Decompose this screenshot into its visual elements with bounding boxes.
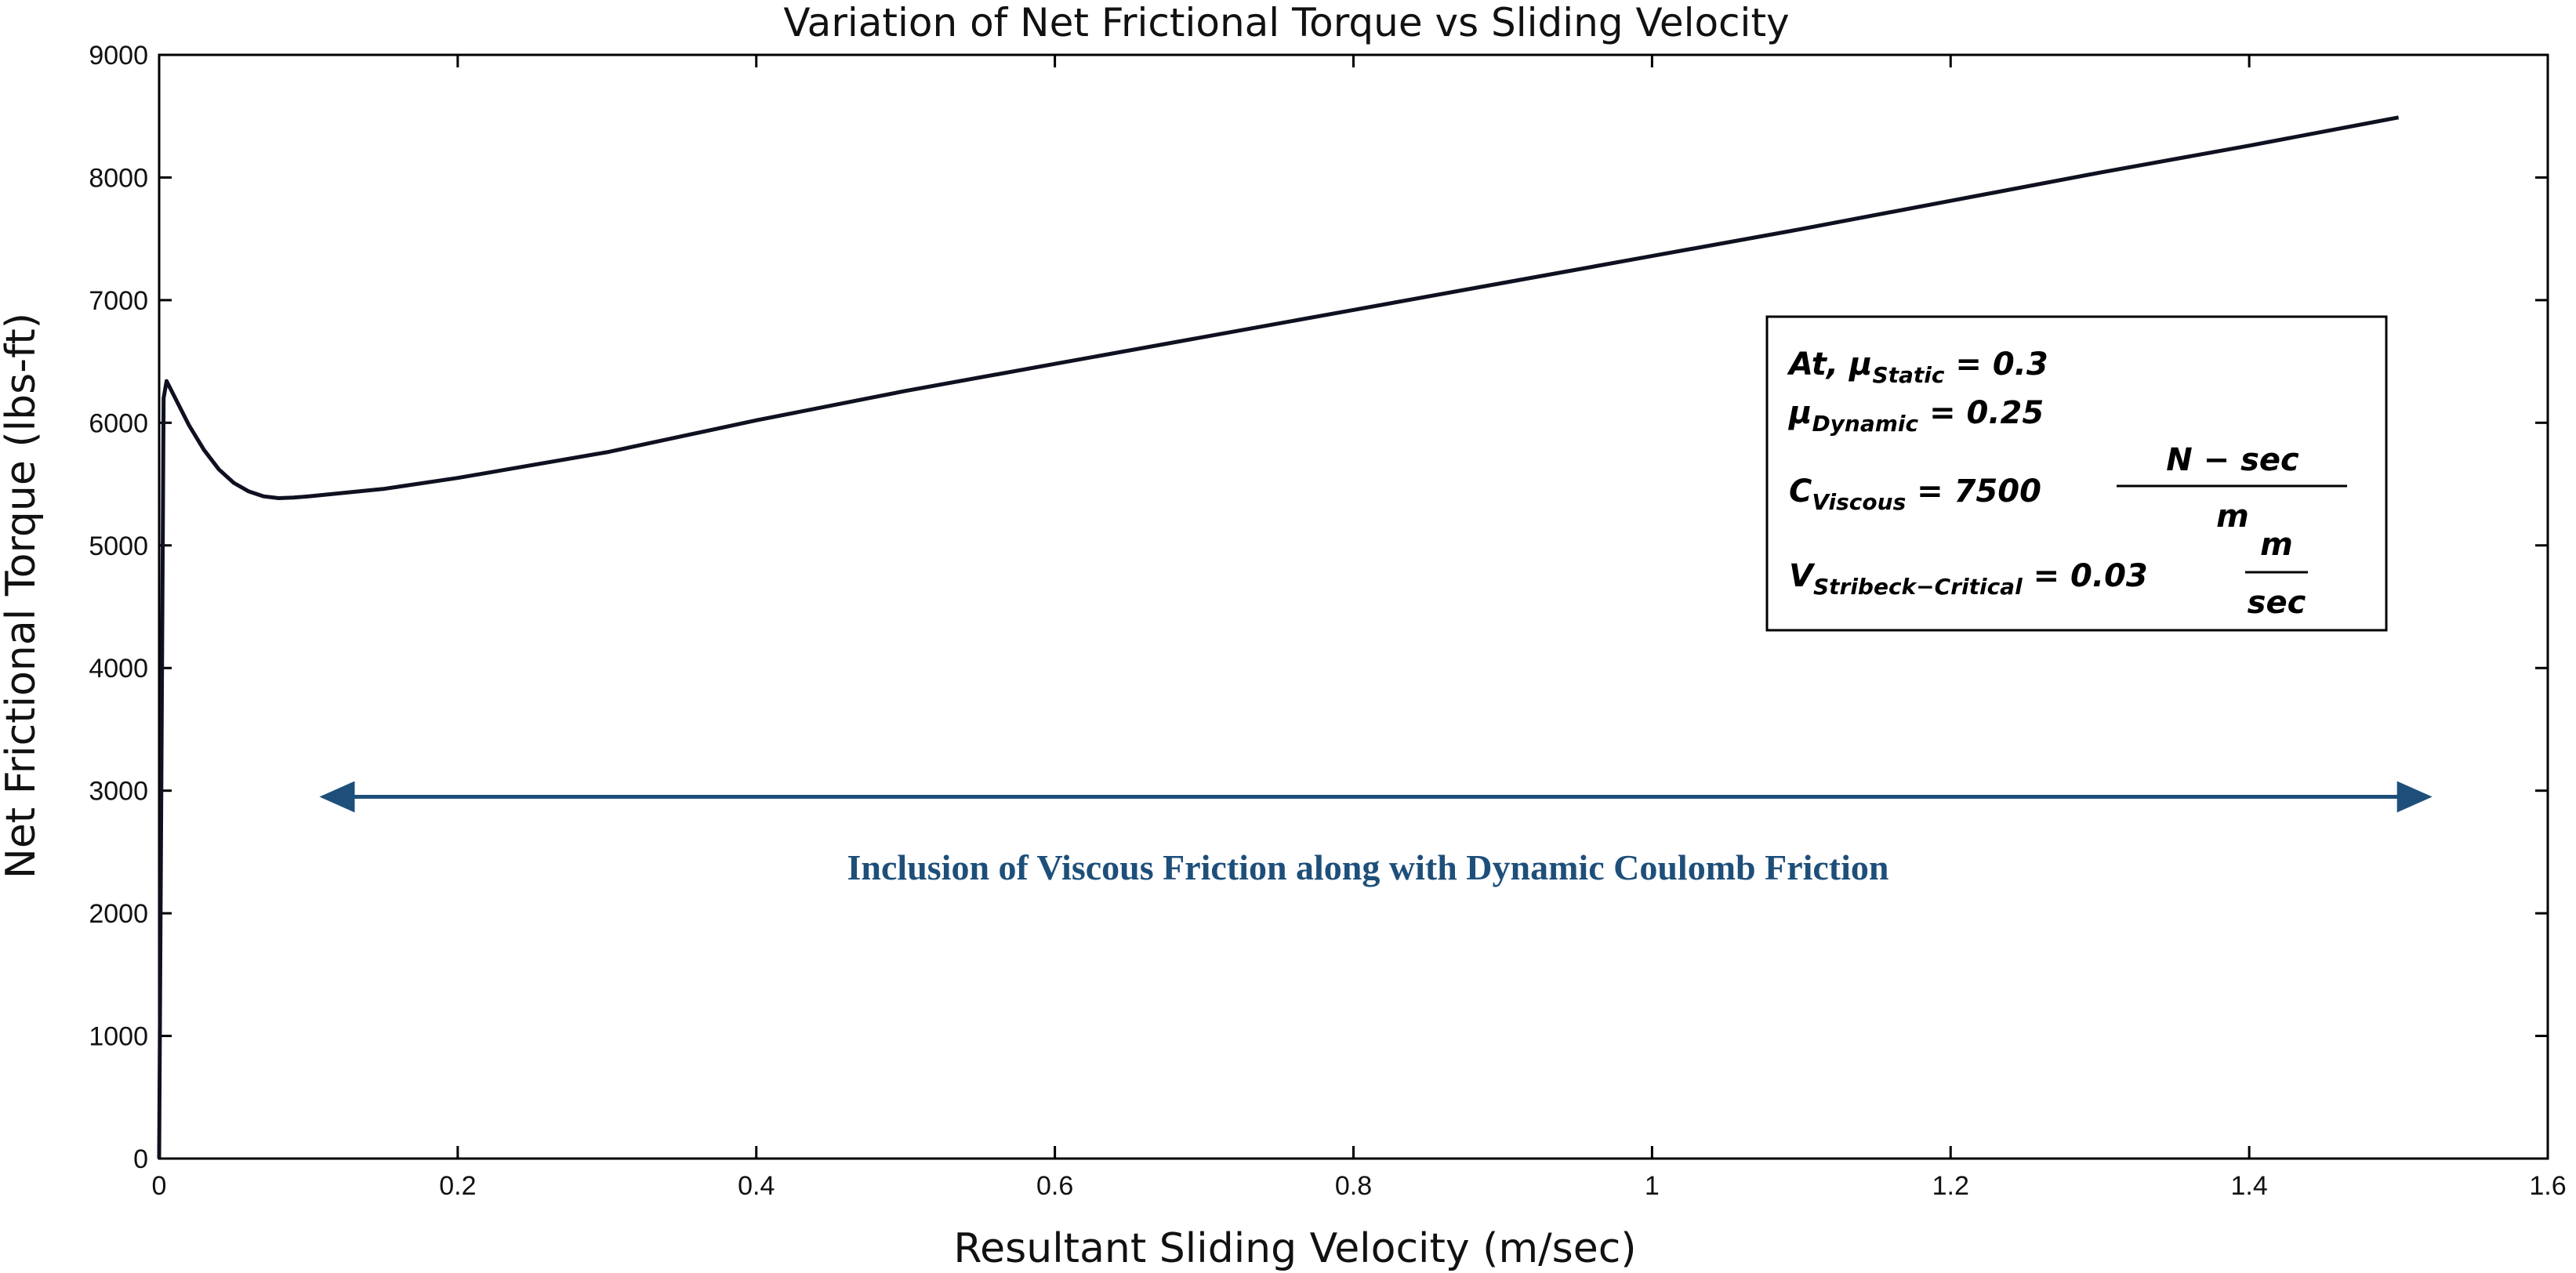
legend-box: At, μStatic = 0.3 μDynamic = 0.25 CVisco… [1765, 315, 2388, 632]
annotation-text: Inclusion of Viscous Friction along with… [847, 847, 1889, 887]
legend-border [1765, 315, 2388, 632]
x-tick-label: 1 [1645, 1171, 1660, 1201]
y-tick-label: 8000 [89, 163, 148, 193]
x-tick-label: 1.6 [2529, 1171, 2566, 1201]
y-tick-label: 5000 [89, 531, 148, 561]
series-line-torque [157, 115, 2400, 1159]
legend-c-viscous-numerator: N − sec [2166, 442, 2299, 478]
x-tick-label: 1.4 [2230, 1171, 2267, 1201]
legend-line-mu-dynamic: μDynamic = 0.25 [1787, 395, 2044, 437]
y-tick-label: 4000 [89, 654, 148, 684]
chart-title: Variation of Net Frictional Torque vs Sl… [783, 0, 1789, 45]
x-axis-ticks: 0 0.2 0.4 0.6 0.8 1 1.2 1.4 1.6 [152, 55, 2567, 1201]
y-tick-label: 9000 [89, 41, 148, 71]
legend-line-mu-static: At, μStatic = 0.3 [1787, 346, 2048, 388]
plot-area-frame [158, 53, 2549, 1160]
y-tick-label: 2000 [89, 899, 148, 929]
x-tick-label: 0.8 [1335, 1171, 1372, 1201]
y-tick-label: 7000 [89, 286, 148, 316]
x-tick-label: 0.4 [738, 1171, 775, 1201]
y-axis-label: Net Frictional Torque (lbs-ft) [0, 313, 45, 879]
y-axis-ticks: 0 1000 2000 3000 4000 5000 6000 7000 8000 9000 [89, 41, 2548, 1174]
y-tick-label: 3000 [89, 777, 148, 807]
x-axis-label: Resultant Sliding Velocity (m/sec) [953, 1225, 1636, 1272]
y-tick-label: 1000 [89, 1022, 148, 1052]
y-tick-label: 0 [133, 1144, 148, 1174]
legend-c-viscous-denominator: m [2216, 499, 2249, 535]
x-tick-label: 0 [152, 1171, 167, 1201]
x-tick-label: 0.6 [1036, 1171, 1073, 1201]
x-tick-label: 0.2 [439, 1171, 476, 1201]
legend-v-stribeck-numerator: m [2260, 527, 2293, 563]
legend-line-v-stribeck: VStribeck−Critical = 0.03 [1789, 558, 2148, 600]
y-tick-label: 6000 [89, 408, 148, 438]
x-tick-label: 1.2 [1932, 1171, 1969, 1201]
legend-v-stribeck-denominator: sec [2248, 585, 2306, 621]
legend-line-c-viscous: CViscous = 7500 [1789, 473, 2041, 515]
